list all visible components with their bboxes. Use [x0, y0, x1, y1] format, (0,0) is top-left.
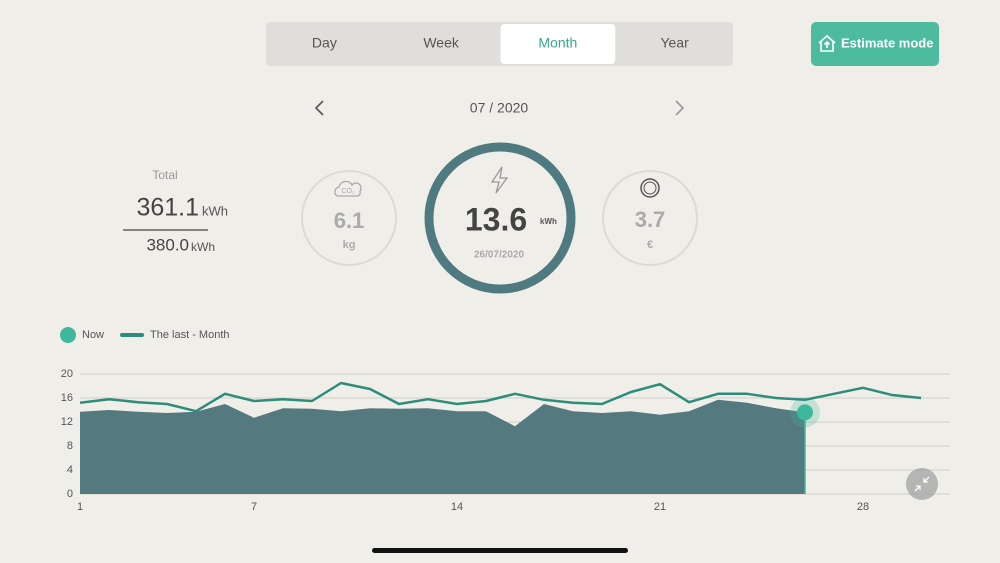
cloud-icon: [334, 180, 362, 197]
x-tick-label: 1: [77, 501, 83, 513]
collapse-icon: [914, 476, 930, 492]
x-tick-label: 28: [857, 501, 869, 513]
tab-bar: [266, 22, 733, 66]
energy-value: 13.6: [465, 201, 527, 237]
cost-unit: €: [647, 239, 653, 251]
x-tick-label: 14: [451, 501, 463, 513]
total-value: 361.1: [136, 194, 199, 222]
estimate-button[interactable]: Estimate mode: [811, 22, 939, 66]
y-tick-label: 8: [67, 440, 73, 452]
home-indicator: [372, 548, 628, 553]
target-value: 380.0: [146, 235, 189, 254]
bolt-icon: [490, 166, 509, 194]
cost-value: 3.7: [635, 207, 666, 232]
coin-inner: [643, 181, 657, 195]
total-label: Total: [152, 168, 177, 182]
button-label: Estimate mode: [841, 35, 933, 50]
legend-marker: [60, 327, 76, 343]
x-tick-label: 7: [251, 501, 257, 513]
area: [80, 399, 805, 494]
line: [79, 381, 922, 413]
y-tick-label: 16: [61, 392, 73, 404]
legend-label: The last - Month: [150, 329, 229, 341]
y-tick-label: 0: [67, 488, 73, 500]
energy-ring: [424, 142, 576, 294]
total-unit: kWh: [202, 203, 228, 218]
current-marker: [797, 404, 813, 421]
y-tick-label: 4: [67, 464, 73, 476]
energy-date: 26/07/2020: [474, 250, 524, 261]
co2-unit: kg: [343, 239, 356, 251]
co2-ring: [301, 170, 397, 266]
coin-icon: [640, 178, 660, 198]
co2-icon-text: CO₂: [341, 188, 355, 195]
prev-arrow[interactable]: [314, 100, 324, 116]
collapse-button[interactable]: [906, 468, 938, 500]
co2-value: 6.1: [334, 208, 365, 233]
home-icon: [818, 34, 836, 52]
cost-ring: [602, 170, 698, 266]
tab-selected: [500, 24, 616, 64]
button-bg: [811, 22, 939, 66]
tab[interactable]: Day: [312, 35, 337, 51]
period: 07 / 2020: [470, 100, 529, 116]
x-tick-label: 21: [654, 501, 666, 513]
tab[interactable]: Year: [660, 35, 689, 51]
next-arrow[interactable]: [675, 100, 685, 116]
tab[interactable]: Month: [538, 35, 577, 51]
y-tick-label: 20: [61, 368, 73, 380]
target-unit: kWh: [191, 240, 215, 254]
tab[interactable]: Week: [423, 35, 460, 51]
energy-unit: kWh: [540, 217, 557, 226]
y-tick-label: 12: [61, 416, 73, 428]
legend-label: Now: [82, 329, 104, 341]
